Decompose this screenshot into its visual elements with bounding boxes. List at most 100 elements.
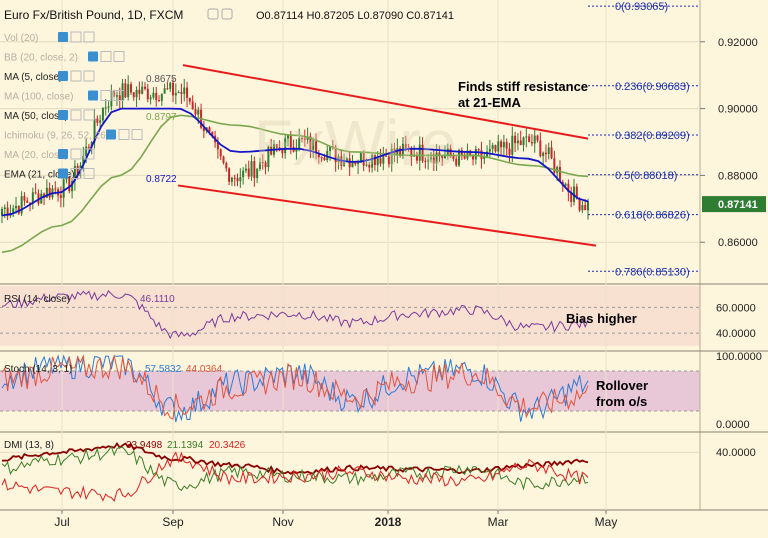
candle-body [149,97,152,100]
candle-body [368,164,371,168]
candle-body [477,149,480,151]
candle-body [382,155,385,164]
indicator-label: MA (100, close) [4,92,73,103]
candle-body [505,142,508,149]
candle-body [256,168,259,179]
candle-body [480,150,483,160]
candle-body [410,149,413,157]
candle-body [564,183,567,186]
candle-body [466,150,469,159]
candle-body [502,142,505,148]
candle-body [455,158,458,166]
candle-body [404,143,407,148]
candle-body [315,139,318,154]
settings-icon [58,32,68,42]
fib-label: 0.382(0.89209) [615,130,690,142]
dmi-plus-value: 21.1394 [167,440,204,451]
candle-body [357,162,360,165]
candle-body [228,168,231,182]
candle-body [12,208,15,213]
candle-body [6,207,9,217]
candle-body [183,87,186,94]
candle-body [329,146,332,151]
dmi-minus-line [1,451,589,502]
time-label: Nov [272,515,293,529]
close-icon [83,70,95,82]
ma50-line [1,114,589,254]
stoch-label: Stoch (14, 3, 1) [4,364,72,375]
candle-body [312,139,315,151]
candle-body [286,135,289,139]
candle-body [399,148,402,156]
candle-body [169,82,172,89]
candle-body [124,83,127,98]
candle-body [275,144,278,148]
stoch-d-value: 44.0364 [186,364,223,375]
candle-body [29,202,32,204]
candle-body [62,179,65,198]
candle-body [570,192,573,202]
candle-body [427,159,430,162]
candle-body [306,136,309,140]
time-label: Jul [54,515,69,529]
dmi-label: DMI (13, 8) [4,440,54,451]
indicator-label: MA (20, close) [4,150,68,161]
candle-body [261,162,264,164]
candle-body [295,148,298,152]
candle-body [281,148,284,154]
fib-label: 0(0.93065) [615,1,668,13]
candle-body [553,158,556,173]
candle-body [15,205,18,209]
close-icon [131,129,143,140]
candle-body [418,144,421,161]
time-label: 2018 [375,515,402,529]
price-tick-label: 0.86000 [718,237,758,249]
candle-body [59,195,62,198]
annotation-bias-higher: Bias higher [566,311,637,326]
rsi-band [0,286,700,346]
candle-body [143,86,146,89]
annotation-rollover-2: from o/s [596,394,647,409]
dmi-plus-line [1,445,589,492]
candle-body [452,156,455,159]
candle-body [45,187,48,198]
candle-body [354,161,357,165]
candle-body [26,200,29,203]
time-label: Mar [488,515,509,529]
close-icon [113,51,125,62]
ma5-value: 0.8675 [146,74,177,85]
candle-body [511,135,514,155]
candle-body [536,135,539,141]
candle-body [208,127,211,132]
candle-body [539,140,542,157]
candle-body [530,141,533,144]
candle-body [421,144,424,161]
indicator-label: BB (20, close, 2) [4,53,78,64]
fib-label: 0.5(0.88018) [615,170,677,182]
settings-icon [58,149,68,159]
candle-body [242,170,245,178]
fib-label: 0.236(0.90683) [615,81,690,93]
candle-body [284,138,287,154]
add-icon [70,31,82,43]
candle-body [219,149,222,157]
add-icon [100,90,112,101]
candle-body [93,118,96,143]
candle-body [323,157,326,161]
candle-body [351,161,354,168]
candle-body [278,147,281,149]
candle-body [17,205,20,214]
candle-body [528,136,531,142]
candle-body [544,152,547,155]
ema21-value: 0.8722 [146,174,177,185]
candle-body [587,200,589,211]
stoch-k-value: 57.5832 [145,364,182,375]
candle-body [104,107,107,109]
candle-body [54,188,57,190]
add-icon [118,129,130,140]
candle-body [458,150,461,166]
candle-body [73,166,76,181]
candle-body [197,109,200,115]
